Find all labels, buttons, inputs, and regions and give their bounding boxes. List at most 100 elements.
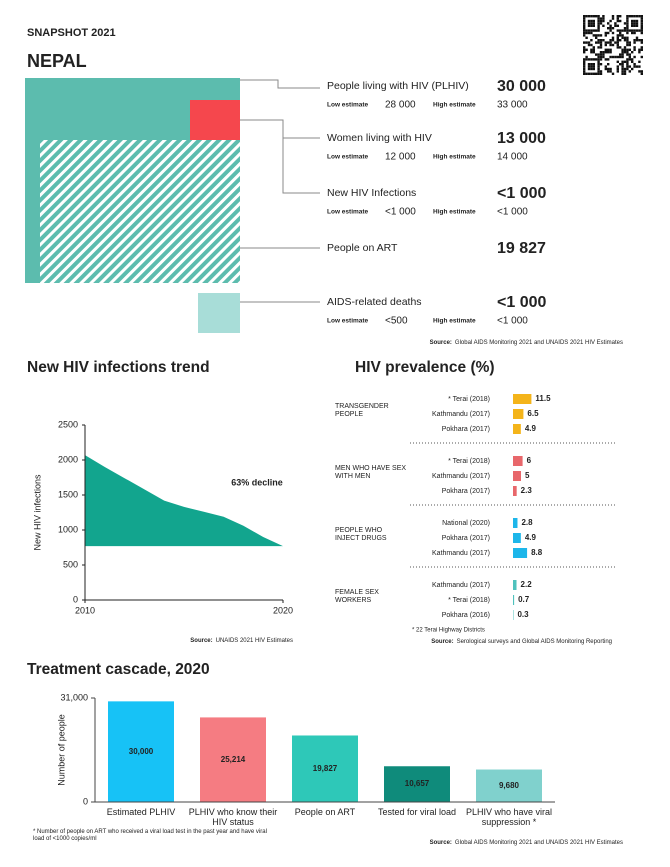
qr-module — [616, 24, 619, 27]
bar — [513, 533, 521, 543]
qr-module — [626, 48, 629, 51]
qr-module — [633, 46, 636, 49]
chart-title: HIV prevalence (%) — [355, 359, 495, 376]
qr-module — [599, 58, 603, 61]
qr-module — [640, 29, 643, 32]
y-tick-label: 1000 — [58, 524, 78, 534]
qr-module — [619, 31, 622, 35]
qr-module — [590, 22, 593, 25]
qr-module — [583, 48, 586, 51]
qr-module — [635, 29, 639, 32]
low-estimate: 12 000 — [385, 152, 416, 163]
value-label: 4.9 — [525, 533, 537, 542]
qr-module — [623, 60, 627, 63]
qr-module — [609, 39, 612, 42]
qr-module — [587, 15, 591, 18]
qr-module — [628, 55, 631, 59]
area — [85, 455, 283, 547]
qr-module — [616, 60, 619, 63]
qr-module — [616, 67, 619, 71]
category-label: Kathmandu (2017) — [432, 411, 490, 418]
low-estimate-label: Low estimate — [327, 154, 369, 161]
qr-module — [631, 31, 634, 35]
qr-module — [619, 63, 622, 66]
qr-module — [640, 48, 643, 51]
category-label: * Terai (2018) — [448, 458, 490, 465]
x-tick-label: Tested for viral load — [377, 807, 457, 817]
qr-module — [602, 24, 605, 27]
qr-code — [583, 15, 643, 75]
value-label: 6 — [527, 456, 532, 465]
qr-module — [628, 29, 631, 32]
qr-module — [590, 72, 593, 75]
qr-module — [623, 48, 627, 51]
qr-module — [583, 51, 586, 54]
qr-module — [611, 55, 615, 59]
bar — [292, 735, 358, 802]
qr-module — [602, 15, 605, 18]
source: Source: Serological surveys and Global AI… — [431, 639, 612, 645]
bar — [513, 424, 521, 434]
value-label: 10,657 — [405, 779, 430, 788]
qr-module — [583, 65, 586, 68]
high-estimate-label: High estimate — [433, 318, 476, 325]
qr-module — [638, 15, 641, 18]
qr-module — [590, 19, 593, 23]
value-label: 4.9 — [525, 424, 537, 433]
qr-module — [616, 36, 619, 39]
qr-module — [616, 29, 619, 32]
qr-module — [626, 63, 629, 66]
bar — [200, 717, 266, 802]
qr-module — [616, 15, 619, 18]
bar — [108, 701, 174, 802]
qr-module — [607, 63, 610, 66]
qr-module — [585, 29, 588, 32]
qr-module — [621, 67, 624, 71]
qr-module — [631, 29, 634, 32]
footnote: * Number of people on ART who received a… — [33, 829, 267, 842]
qr-module — [640, 39, 643, 42]
group-label: FEMALE SEX WORKERS — [335, 589, 379, 605]
qr-module — [611, 72, 615, 75]
qr-module — [621, 48, 624, 51]
bar — [513, 518, 518, 528]
y-axis-label: Number of people — [56, 714, 66, 786]
category-label: * Terai (2018) — [448, 396, 490, 403]
qr-module — [640, 15, 643, 18]
qr-module — [626, 53, 629, 56]
qr-module — [635, 22, 639, 25]
source-text: Global AIDS Monitoring 2021 and UNAIDS 2… — [455, 340, 623, 346]
value-label: 0.7 — [518, 595, 530, 604]
qr-module — [638, 48, 641, 51]
qr-module — [626, 29, 629, 32]
qr-module — [604, 31, 607, 35]
low-estimate: 28 000 — [385, 100, 416, 111]
qr-module — [635, 19, 639, 23]
qr-module — [604, 65, 607, 68]
qr-module — [587, 67, 591, 71]
qr-module — [590, 67, 593, 71]
qr-module — [607, 70, 610, 73]
category-label: Kathmandu (2017) — [432, 473, 490, 480]
low-estimate-label: Low estimate — [327, 102, 369, 109]
qr-module — [614, 55, 617, 59]
qr-module — [616, 19, 619, 23]
qr-module — [623, 51, 627, 54]
qr-module — [616, 41, 619, 44]
qr-module — [597, 41, 600, 44]
qr-module — [638, 51, 641, 54]
qr-module — [597, 55, 600, 59]
qr-module — [583, 29, 586, 32]
value-label: 0.3 — [517, 610, 529, 619]
qr-module — [590, 58, 593, 61]
qr-module — [609, 67, 612, 71]
qr-module — [616, 46, 619, 49]
qr-module — [587, 19, 591, 23]
qr-module — [590, 51, 593, 54]
value-label: 5 — [525, 471, 530, 480]
bar — [513, 486, 517, 496]
stat-value: <1 000 — [497, 294, 546, 311]
chart-title: New HIV infections trend — [27, 359, 210, 376]
qr-module — [623, 46, 627, 49]
category-label: Kathmandu (2017) — [432, 550, 490, 557]
